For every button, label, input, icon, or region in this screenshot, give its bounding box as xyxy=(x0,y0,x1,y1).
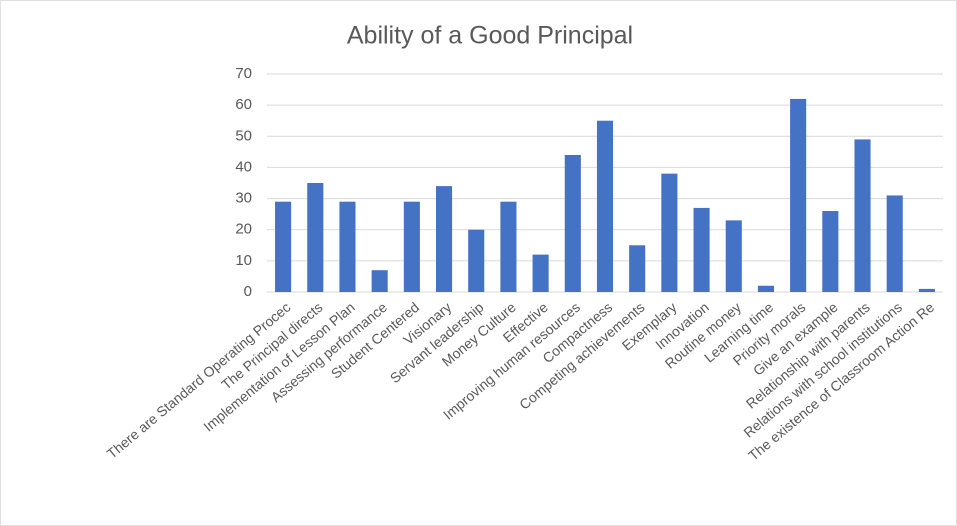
y-tick-label: 10 xyxy=(235,252,252,269)
bar xyxy=(500,201,517,292)
y-tick-label: 0 xyxy=(244,283,252,300)
y-tick-label: 40 xyxy=(235,158,252,175)
bar xyxy=(629,245,646,292)
bar xyxy=(371,270,388,292)
bar xyxy=(564,154,581,292)
bar xyxy=(661,173,678,292)
bar xyxy=(790,98,807,293)
bar xyxy=(403,201,420,292)
bar xyxy=(275,201,292,292)
bar xyxy=(725,220,742,292)
bar xyxy=(436,186,453,292)
y-tick-label: 60 xyxy=(235,96,252,113)
bar xyxy=(822,211,839,292)
bar xyxy=(596,120,614,292)
bar xyxy=(693,207,710,292)
bar xyxy=(854,139,871,292)
bar xyxy=(468,229,485,292)
y-tick-label: 70 xyxy=(235,65,252,82)
bar xyxy=(886,195,903,292)
bar xyxy=(532,254,549,292)
bar xyxy=(757,285,774,292)
bar xyxy=(307,183,324,292)
bar xyxy=(339,201,356,292)
bar xyxy=(918,288,935,292)
y-tick-label: 30 xyxy=(235,190,252,207)
y-tick-label: 20 xyxy=(235,221,252,238)
y-tick-label: 50 xyxy=(235,127,252,144)
chart-title: Ability of a Good Principal xyxy=(347,22,633,50)
